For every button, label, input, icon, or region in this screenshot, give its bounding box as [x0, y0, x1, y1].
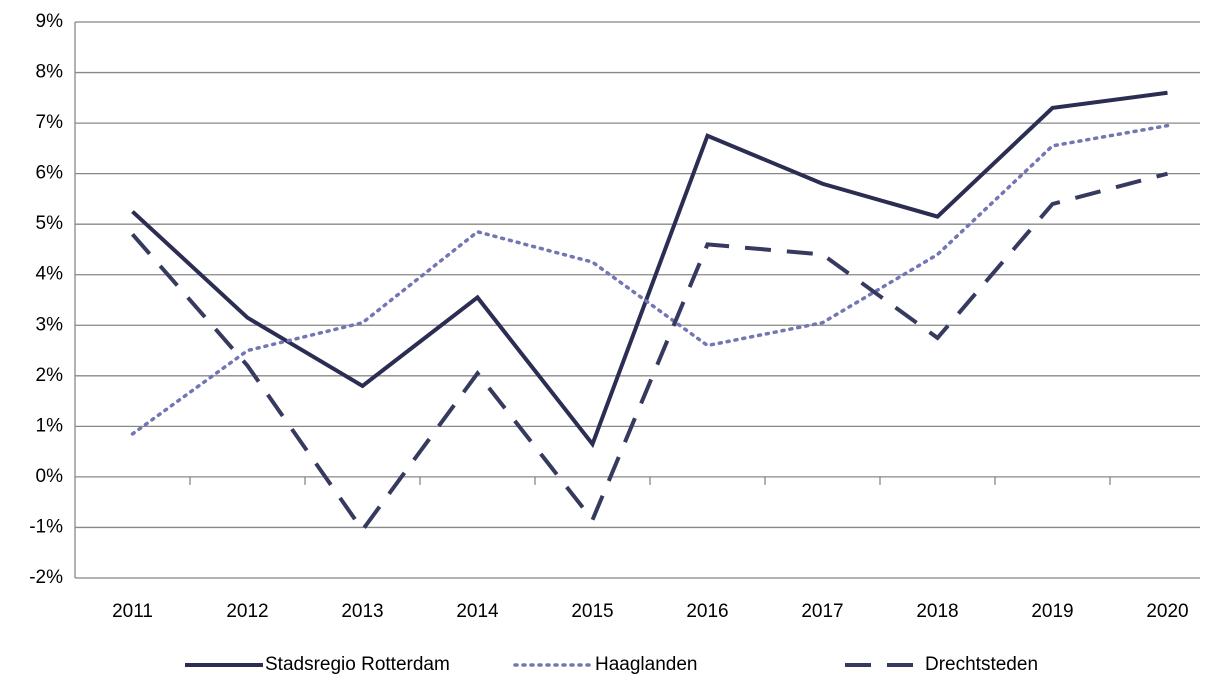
legend-label: Stadsregio Rotterdam: [265, 654, 450, 675]
y-tick-label: 6%: [36, 163, 64, 184]
series-line: [130, 171, 1169, 534]
x-tick-label: 2013: [341, 601, 383, 622]
x-tick-label: 2014: [456, 601, 499, 622]
x-tick-label: 2012: [226, 601, 268, 622]
legend-label: Drechtsteden: [925, 654, 1038, 675]
x-tick-label: 2019: [1031, 601, 1073, 622]
series-line: [130, 123, 1170, 436]
y-tick-label: 4%: [36, 264, 64, 285]
y-tick-label: 3%: [36, 314, 64, 335]
y-tick-label: -2%: [29, 567, 63, 588]
x-tick-label: 2015: [571, 601, 613, 622]
legend-label: Haaglanden: [595, 654, 697, 675]
y-tick-label: -1%: [29, 516, 63, 537]
y-tick-label: 0%: [36, 466, 64, 487]
x-tick-label: 2011: [112, 601, 153, 622]
x-tick-label: 2020: [1146, 601, 1188, 622]
y-tick-label: 8%: [36, 62, 64, 83]
x-tick-label: 2016: [686, 601, 728, 622]
y-tick-label: 9%: [36, 11, 64, 32]
y-tick-label: 5%: [36, 213, 64, 234]
y-tick-label: 2%: [36, 365, 64, 386]
y-tick-label: 1%: [36, 415, 64, 436]
x-tick-label: 2017: [801, 601, 843, 622]
x-tick-label: 2018: [916, 601, 958, 622]
y-tick-label: 7%: [36, 112, 64, 133]
series-line: [131, 90, 1168, 449]
